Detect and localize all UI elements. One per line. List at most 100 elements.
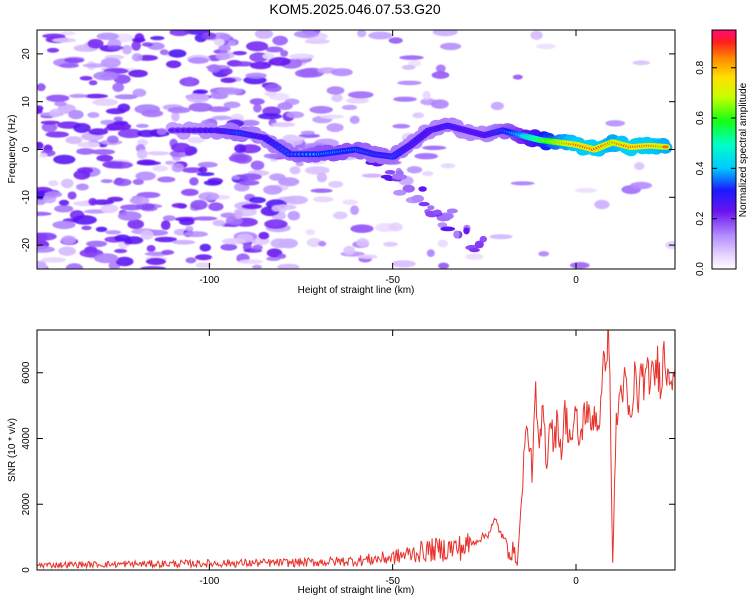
heatmap-cell (391, 260, 416, 268)
heatmap-cell (632, 60, 650, 66)
heatmap-cell (318, 240, 327, 247)
heatmap-cell (295, 161, 304, 167)
snr-y-tick-label: 0 (21, 567, 32, 573)
heatmap-cell (569, 262, 590, 269)
heatmap-cell (277, 263, 300, 269)
heatmap-cell (490, 101, 504, 111)
heatmap-cell (306, 237, 322, 248)
snr-y-tick-label: 2000 (21, 493, 32, 516)
heatmap-cell (280, 50, 289, 57)
heatmap-cell (313, 196, 334, 203)
heatmap-cell (44, 191, 63, 198)
heatmap-cell (223, 68, 233, 75)
heatmap-cell (135, 123, 149, 128)
heatmap-cell (220, 243, 238, 251)
heatmap-cell (189, 177, 199, 186)
spectrogram-x-axis-label: Height of straight line (km) (298, 285, 415, 296)
heatmap-cell (146, 245, 156, 252)
heatmap-cell (388, 222, 403, 232)
heatmap-cell (271, 205, 283, 212)
heatmap-cell (113, 116, 124, 122)
heatmap-ridge (165, 117, 673, 165)
heatmap-cell (286, 111, 305, 119)
heatmap-cell (348, 91, 374, 99)
heatmap-cell (368, 31, 393, 40)
heatmap-cell (221, 238, 246, 245)
heatmap-cell (316, 172, 327, 183)
heatmap-cell (117, 211, 142, 221)
heatmap-cell (136, 129, 158, 138)
heatmap-cell (264, 83, 282, 93)
heatmap-cell (479, 235, 487, 243)
heatmap-cell (266, 248, 283, 258)
heatmap-cell (140, 229, 154, 240)
heatmap-cell (54, 101, 67, 107)
heatmap-cell (422, 90, 431, 101)
heatmap-cell (392, 174, 408, 180)
heatmap-cell (238, 259, 263, 265)
heatmap-cell (37, 260, 47, 269)
heatmap-cell (188, 102, 213, 112)
heatmap-cell (234, 209, 243, 220)
heatmap-cell (192, 216, 218, 221)
heatmap-cell (437, 222, 448, 228)
heatmap-cell (231, 175, 241, 180)
heatmap-cell (93, 71, 119, 81)
heatmap-cell (489, 234, 513, 240)
heatmap-cell (634, 162, 645, 171)
spectrogram-y-axis-label: Frequency (Hz) (7, 115, 18, 184)
heatmap-cell (536, 43, 556, 50)
heatmap-cell (52, 37, 77, 43)
heatmap-cell (250, 61, 272, 70)
heatmap-cell (122, 44, 132, 55)
heatmap-cell (305, 229, 316, 236)
snr-x-axis-label: Height of straight line (km) (298, 585, 415, 596)
heatmap-cell (575, 188, 597, 193)
heatmap-cell (430, 99, 449, 109)
heatmap-cell (258, 231, 270, 240)
chart-title: KOM5.2025.046.07.53.G20 (269, 1, 440, 17)
heatmap-cell (69, 93, 88, 98)
heatmap-cell (357, 30, 367, 38)
heatmap-cell (141, 109, 164, 118)
heatmap-cell (157, 176, 176, 183)
heatmap-cell (46, 47, 60, 53)
heatmap-cell (397, 80, 422, 86)
heatmap-cell (63, 57, 85, 63)
heatmap-cell (440, 163, 456, 169)
heatmap-cell (661, 145, 669, 149)
heatmap-cell (349, 115, 360, 124)
heatmap-cell (232, 61, 254, 67)
snr-series-line (37, 330, 675, 570)
heatmap-cell (341, 104, 358, 110)
colorbar-tick-label: 0.6 (695, 111, 706, 125)
heatmap-cell (326, 86, 345, 95)
heatmap-cell (76, 148, 95, 155)
spectrogram-y-tick-label: -20 (21, 237, 32, 252)
heatmap-cell (453, 230, 460, 239)
heatmap-cell (171, 203, 187, 208)
snr-panel: -100 -50 0 0 2000 4000 6000 Height of straigh… (7, 329, 676, 596)
heatmap-cell (193, 89, 209, 94)
heatmap-cell (198, 166, 208, 173)
heatmap-cell (198, 192, 220, 201)
snr-x-tick-label: -100 (199, 576, 219, 587)
heatmap-cell (114, 94, 138, 100)
heatmap-cell (250, 160, 265, 171)
heatmap-cell (185, 225, 194, 232)
heatmap-cell (220, 77, 237, 84)
heatmap-cell (440, 42, 462, 51)
heatmap-cell (207, 106, 231, 113)
heatmap-cell (211, 115, 232, 121)
heatmap-cell (88, 198, 98, 206)
heatmap-cell (392, 123, 411, 129)
heatmap-cell (156, 128, 167, 136)
colorbar-label: Normalized spectral amplitude (738, 82, 749, 217)
heatmap-cell (605, 120, 625, 127)
heatmap-cell (361, 173, 383, 178)
heatmap-cell (67, 191, 77, 200)
heatmap-cell (181, 167, 204, 174)
heatmap-cell (383, 241, 398, 247)
heatmap-cell (115, 256, 134, 267)
heatmap-cell (393, 96, 417, 102)
